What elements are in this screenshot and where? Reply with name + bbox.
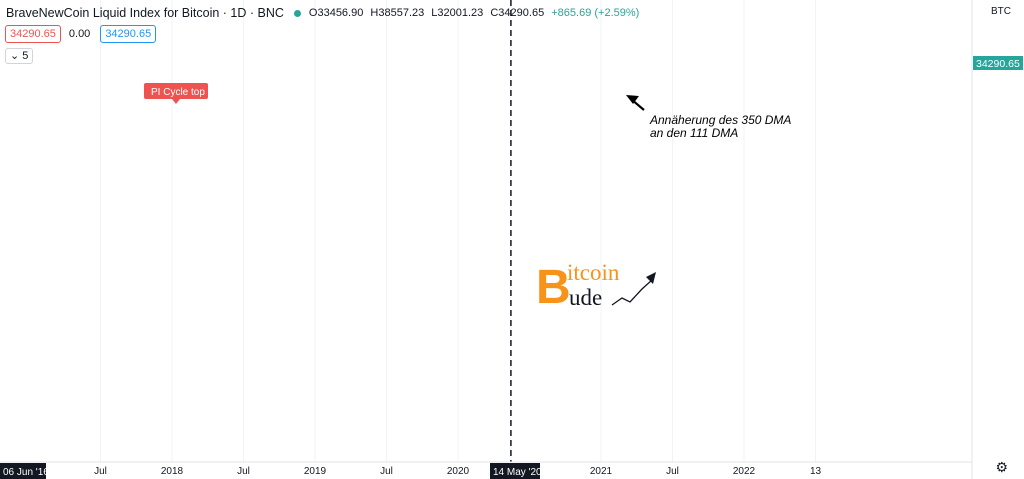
left-date-label: 06 Jun '16 bbox=[3, 467, 49, 478]
indicator-left-pill[interactable]: 34290.65 bbox=[5, 25, 61, 43]
chart-grid bbox=[100, 0, 816, 462]
x-tick-label: 2020 bbox=[447, 466, 470, 477]
price-label-text: 34290.65 bbox=[976, 58, 1020, 70]
trend-arrow-icon bbox=[611, 279, 653, 306]
time-axis[interactable]: JulJul2018Jul2019Jul20202021Jul202213 bbox=[0, 466, 821, 477]
x-tick-label: Jul bbox=[237, 466, 250, 477]
x-tick-label: 2021 bbox=[590, 466, 613, 477]
x-tick-label: 2022 bbox=[733, 466, 756, 477]
indicator-values: 34290.65 0.00 34290.65 bbox=[5, 25, 157, 43]
indicator-zero: 0.00 bbox=[68, 28, 91, 40]
gear-icon[interactable]: ⚙ bbox=[995, 459, 1008, 475]
annotation-line-1: Annäherung des 350 DMA bbox=[649, 113, 791, 127]
x-tick-label: Jul bbox=[666, 466, 679, 477]
price-label-tag: 34290.65 bbox=[973, 56, 1023, 70]
logo-letter: B bbox=[536, 261, 571, 314]
chart-header: BraveNewCoin Liquid Index for Bitcoin · … bbox=[6, 5, 643, 21]
pi-cycle-label: PI Cycle top bbox=[151, 87, 205, 98]
x-tick-label: Jul bbox=[94, 466, 107, 477]
market-status-icon bbox=[293, 9, 301, 17]
close-value: C34290.65 bbox=[490, 7, 545, 19]
logo-top-text: itcoin bbox=[567, 260, 620, 285]
change-value: +865.69 (+2.59%) bbox=[551, 7, 640, 19]
marker-date-label: 14 May '20 bbox=[493, 467, 542, 478]
annotation-line-2: an den 111 DMA bbox=[650, 126, 738, 140]
ohlc-values: O33456.90 H38557.23 L32001.23 C34290.65 … bbox=[309, 7, 643, 19]
currency-label: BTC bbox=[991, 6, 1011, 17]
x-tick-label: Jul bbox=[380, 466, 393, 477]
indicator-count: 5 bbox=[22, 50, 29, 62]
high-value: H38557.23 bbox=[370, 7, 425, 19]
annotation-arrow bbox=[626, 95, 645, 111]
x-tick-label: 2018 bbox=[161, 466, 184, 477]
pi-cycle-callout: PI Cycle top bbox=[144, 83, 208, 104]
x-tick-label: 2019 bbox=[304, 466, 327, 477]
low-value: L32001.23 bbox=[431, 7, 484, 19]
indicator-right-pill[interactable]: 34290.65 bbox=[100, 25, 157, 43]
x-tick-label: 13 bbox=[810, 466, 822, 477]
bitcoin-bude-logo: B itcoin ude bbox=[536, 260, 656, 314]
symbol-title[interactable]: BraveNewCoin Liquid Index for Bitcoin · … bbox=[6, 6, 284, 20]
left-date-tag: 06 Jun '16 bbox=[0, 463, 49, 479]
open-value: O33456.90 bbox=[308, 7, 364, 19]
marker-date-tag: 14 May '20 bbox=[490, 463, 542, 479]
indicator-collapse-button[interactable]: ⌄ 5 bbox=[5, 48, 34, 64]
chevron-down-icon: ⌄ bbox=[10, 50, 20, 62]
logo-bottom-text: ude bbox=[569, 285, 602, 310]
